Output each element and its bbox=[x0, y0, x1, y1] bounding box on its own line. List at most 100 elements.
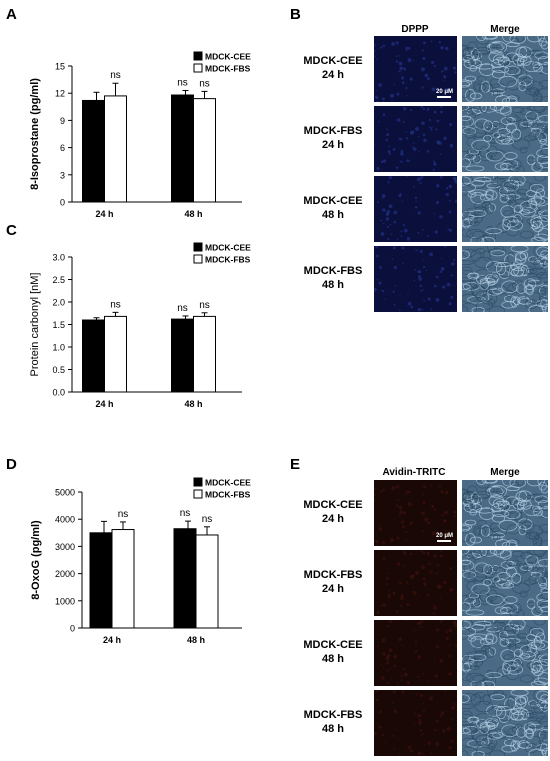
significance-label: ns bbox=[180, 508, 191, 519]
y-tick-label: 6 bbox=[60, 143, 65, 153]
scale-bar: 20 μM bbox=[436, 89, 453, 98]
panel-letter-b: B bbox=[290, 6, 301, 23]
fluorescence-tile bbox=[374, 176, 457, 242]
x-tick-label: 24 h bbox=[95, 209, 113, 219]
x-tick-label: 24 h bbox=[95, 399, 113, 409]
legend-label: MDCK-FBS bbox=[205, 64, 251, 74]
row-label-time: 24 h bbox=[321, 139, 344, 151]
y-tick-label: 4000 bbox=[55, 515, 75, 525]
micrograph-merge bbox=[462, 246, 548, 312]
legend-swatch-fbs bbox=[193, 489, 203, 499]
legend-swatch-cee bbox=[193, 477, 203, 487]
legend-swatch-fbs bbox=[193, 254, 203, 264]
y-tick-label: 0 bbox=[60, 198, 65, 208]
y-tick-label: 3 bbox=[60, 170, 65, 180]
row-label-group: MDCK-FBS bbox=[303, 709, 363, 721]
row-label-time: 48 h bbox=[321, 209, 344, 221]
significance-label: ns bbox=[110, 299, 121, 310]
micrograph-fluorescence bbox=[374, 480, 457, 546]
micrograph-fluorescence bbox=[374, 690, 457, 756]
legend-swatch-cee bbox=[193, 51, 203, 61]
merge-tile bbox=[462, 690, 548, 756]
row-label-group: MDCK-FBS bbox=[303, 125, 363, 137]
chart-d-oxog: 0 1000 2000 3000 4000 5000 8-OxoG (pg/ml) ns 24 … bbox=[30, 477, 251, 645]
merge-tile bbox=[462, 176, 548, 242]
row-label-group: MDCK-CEE bbox=[303, 499, 363, 511]
row-label-group: MDCK-FBS bbox=[303, 569, 363, 581]
fluorescence-tile bbox=[374, 106, 457, 172]
legend-label: MDCK-CEE bbox=[205, 478, 251, 488]
merge-tile bbox=[462, 550, 548, 616]
legend-label: MDCK-FBS bbox=[205, 490, 251, 500]
y-axis-label: Protein carbonyl [nM] bbox=[29, 273, 41, 377]
micrograph-merge bbox=[462, 36, 548, 102]
y-tick-label: 1000 bbox=[55, 596, 75, 606]
y-tick-label: 3.0 bbox=[52, 253, 65, 263]
significance-label: ns bbox=[199, 78, 210, 89]
micrograph-merge bbox=[462, 620, 548, 686]
y-axis-label: 8-OxoG (pg/ml) bbox=[30, 520, 42, 600]
y-tick-label: 15 bbox=[55, 62, 65, 72]
merge-tile bbox=[462, 36, 548, 102]
y-tick-label: 2.5 bbox=[52, 275, 65, 285]
row-label: MDCK-FBS 24 h bbox=[294, 124, 372, 152]
row-label: MDCK-CEE 24 h bbox=[294, 498, 372, 526]
row-label-time: 24 h bbox=[321, 583, 344, 595]
bar-cee bbox=[173, 528, 197, 629]
y-tick-label: 2000 bbox=[55, 569, 75, 579]
fluorescence-tile bbox=[374, 246, 457, 312]
micrograph-merge bbox=[462, 176, 548, 242]
merge-tile bbox=[462, 480, 548, 546]
row-label-group: MDCK-CEE bbox=[303, 195, 363, 207]
y-tick-label: 0.5 bbox=[52, 365, 65, 375]
col-header-merge: Merge bbox=[490, 24, 520, 35]
fluorescence-tile bbox=[374, 550, 457, 616]
merge-tile bbox=[462, 620, 548, 686]
x-tick-label: 48 h bbox=[187, 635, 205, 645]
fluorescence-tile bbox=[374, 690, 457, 756]
col-header-merge-e: Merge bbox=[490, 467, 520, 478]
y-tick-label: 0.0 bbox=[52, 388, 65, 398]
y-tick-label: 3000 bbox=[55, 542, 75, 552]
significance-label: ns bbox=[118, 509, 129, 520]
legend-label: MDCK-FBS bbox=[205, 255, 251, 265]
row-label-time: 48 h bbox=[321, 723, 344, 735]
bar-cee bbox=[89, 532, 113, 629]
chart-c-protein-carbonyl: 0.0 0.5 1.0 1.5 2.0 2.5 3.0 Protein carbonyl [n… bbox=[29, 242, 251, 409]
row-label: MDCK-FBS 48 h bbox=[294, 708, 372, 736]
micrograph-merge bbox=[462, 690, 548, 756]
micrograph-fluorescence bbox=[374, 620, 457, 686]
col-header-dppp: DPPP bbox=[401, 24, 429, 35]
y-tick-label: 1.0 bbox=[52, 343, 65, 353]
y-tick-label: 5000 bbox=[55, 488, 75, 498]
micrograph-fluorescence bbox=[374, 36, 457, 102]
row-label: MDCK-CEE 24 h bbox=[294, 54, 372, 82]
y-tick-label: 9 bbox=[60, 116, 65, 126]
scale-bar-line bbox=[437, 96, 452, 98]
micrograph-fluorescence bbox=[374, 106, 457, 172]
x-tick-label: 24 h bbox=[103, 635, 121, 645]
micrograph-merge bbox=[462, 550, 548, 616]
y-tick-label: 1.5 bbox=[52, 320, 65, 330]
fluorescence-tile: 20 μM bbox=[374, 480, 457, 546]
significance-label: ns bbox=[110, 70, 121, 81]
panel-letter-a: A bbox=[6, 6, 17, 23]
row-label-group: MDCK-CEE bbox=[303, 639, 363, 651]
micrograph-merge bbox=[462, 480, 548, 546]
row-label-time: 48 h bbox=[321, 653, 344, 665]
panel-letter-d: D bbox=[6, 456, 17, 473]
row-label: MDCK-CEE 48 h bbox=[294, 194, 372, 222]
micrograph-merge bbox=[462, 106, 548, 172]
scale-bar-label: 20 μM bbox=[435, 533, 453, 539]
fluorescence-tile: 20 μM bbox=[374, 36, 457, 102]
legend-swatch-fbs bbox=[193, 63, 203, 73]
micrograph-fluorescence bbox=[374, 246, 457, 312]
row-label: MDCK-FBS 24 h bbox=[294, 568, 372, 596]
scale-bar: 20 μM bbox=[436, 533, 453, 542]
scale-bar-line bbox=[437, 540, 452, 542]
row-label-time: 48 h bbox=[321, 279, 344, 291]
significance-label: ns bbox=[202, 514, 213, 525]
fluorescence-tile bbox=[374, 620, 457, 686]
legend-label: MDCK-CEE bbox=[205, 52, 251, 62]
